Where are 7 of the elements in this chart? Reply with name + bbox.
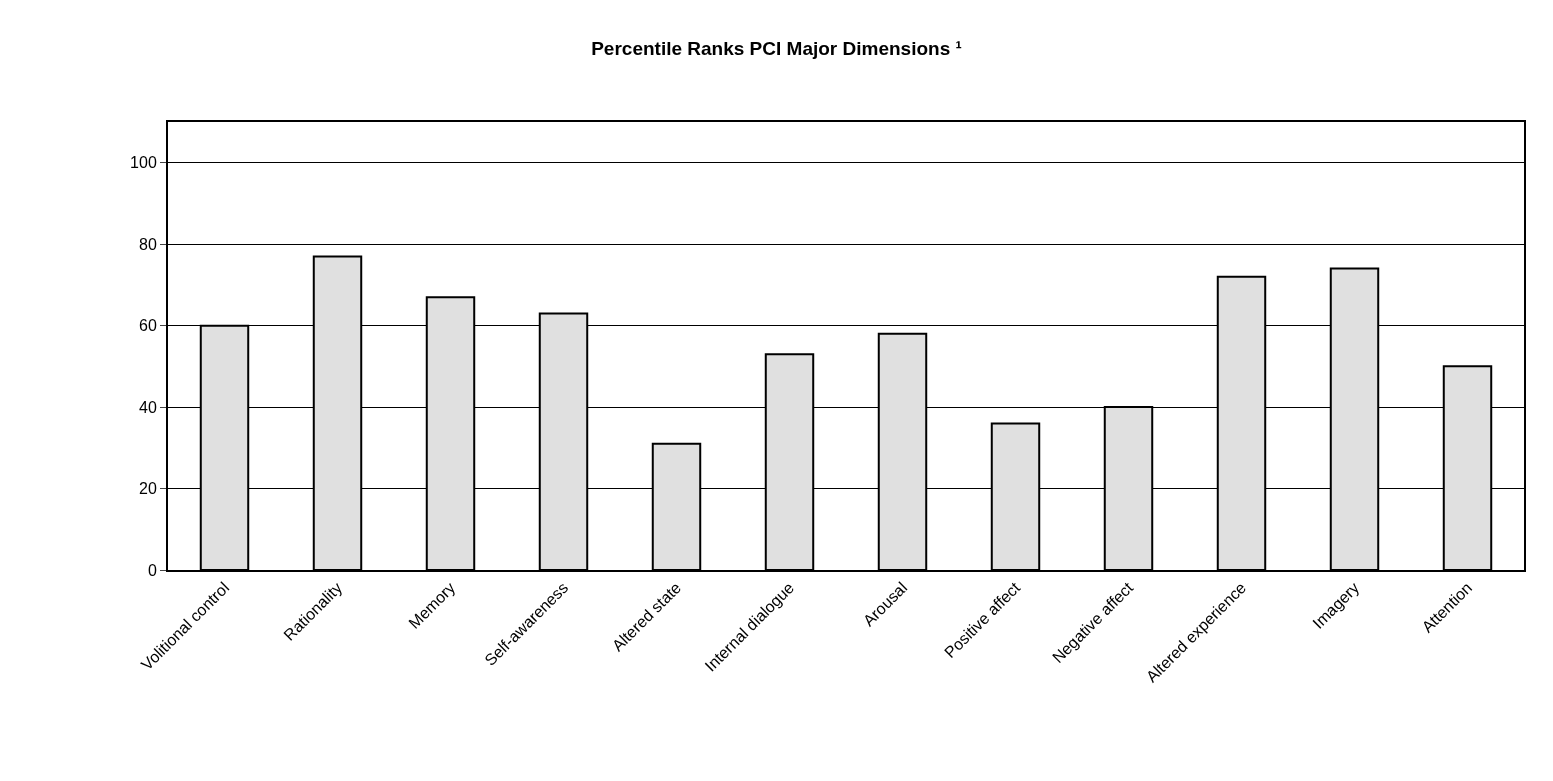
y-tick-label: 100 [130, 154, 157, 172]
y-tick-label: 60 [139, 317, 157, 335]
y-tick-label: 80 [139, 235, 157, 253]
y-tick-label: 20 [139, 480, 157, 498]
y-tick-label: 40 [139, 398, 157, 416]
y-tick-label: 0 [147, 561, 157, 579]
chart-title: Percentile Ranks PCI Major Dimensions ¹ [591, 38, 962, 60]
